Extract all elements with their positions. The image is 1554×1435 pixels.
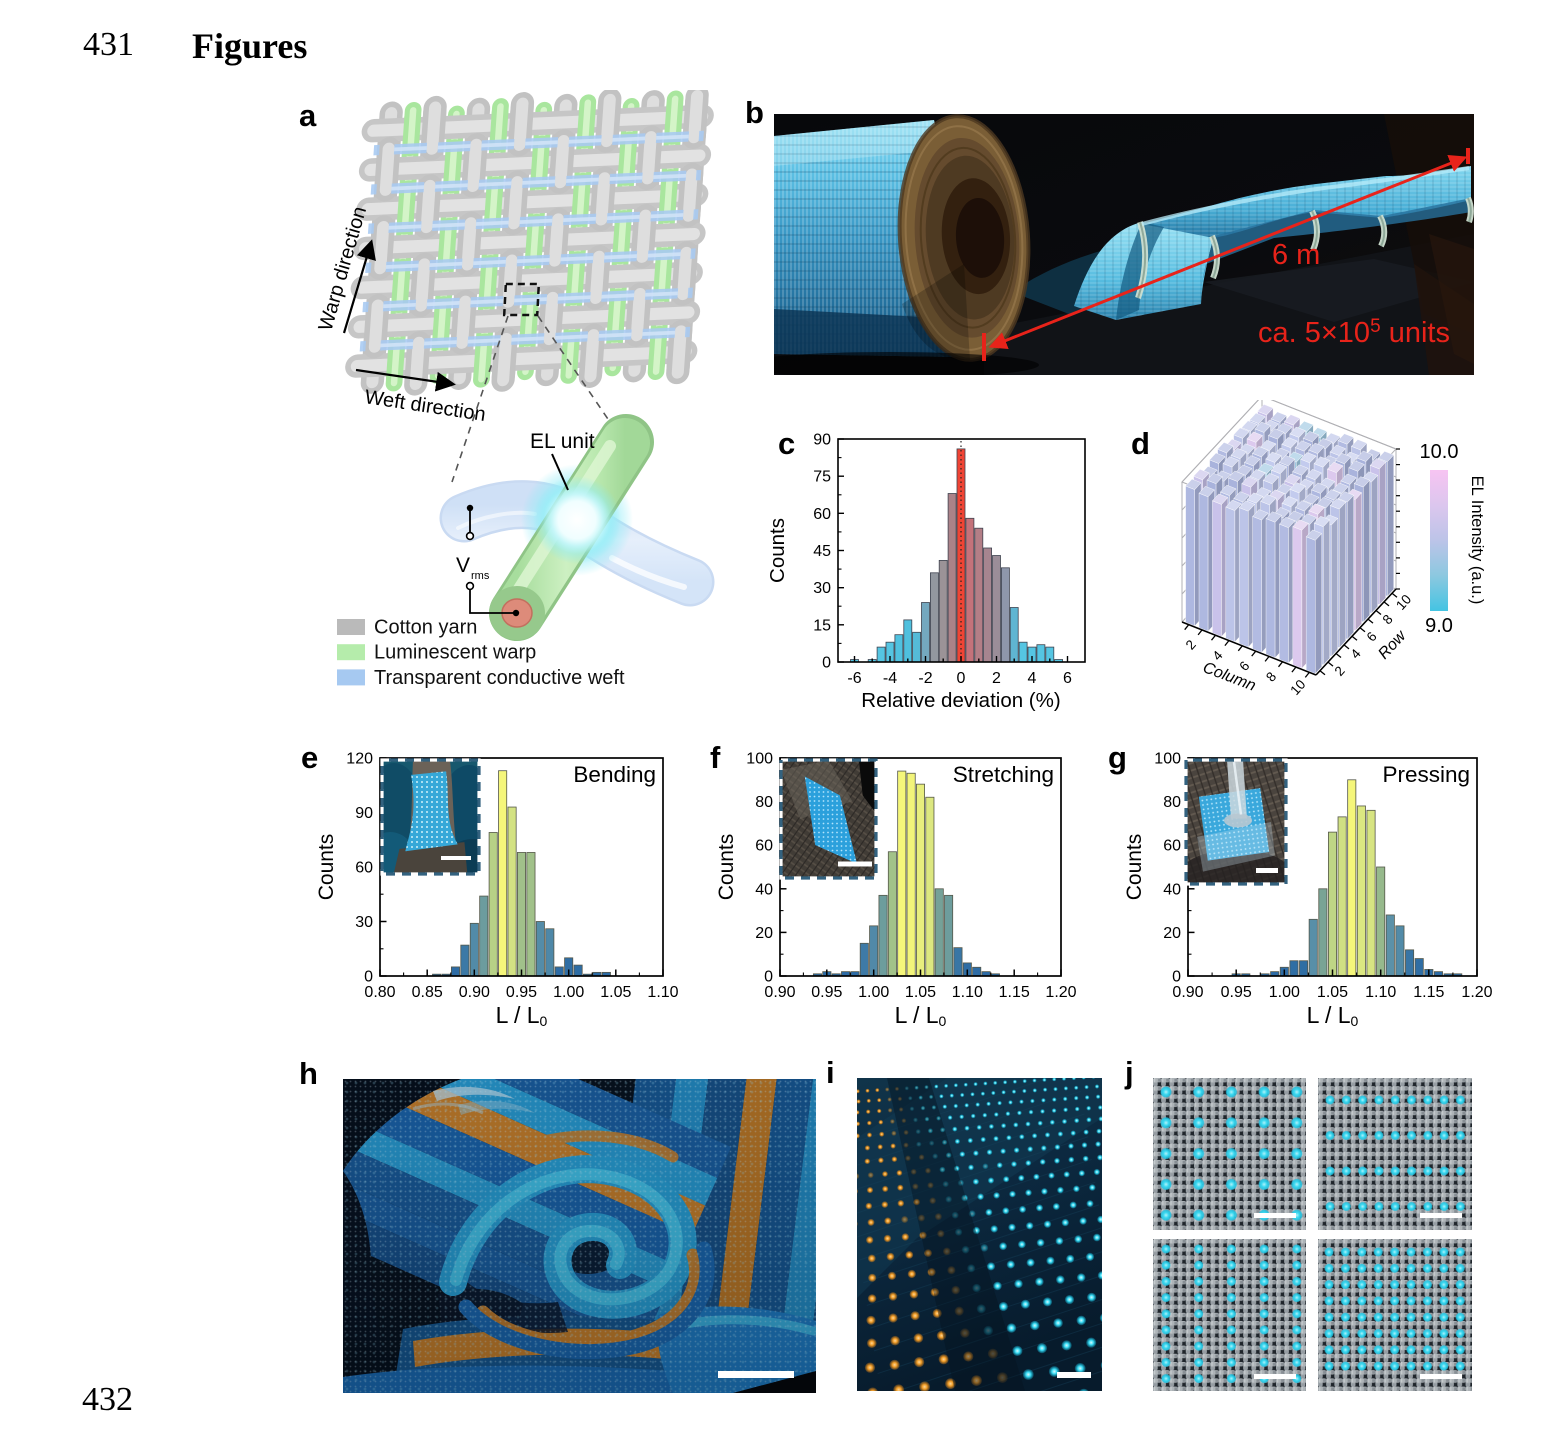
svg-text:-6: -6 (847, 670, 861, 687)
svg-text:-4: -4 (883, 670, 897, 687)
svg-text:80: 80 (1163, 794, 1181, 811)
svg-text:Weft direction: Weft direction (363, 386, 487, 426)
svg-text:EL unit: EL unit (530, 430, 595, 453)
svg-text:15: 15 (813, 617, 831, 634)
svg-text:6: 6 (1364, 629, 1380, 645)
svg-text:Counts: Counts (715, 834, 738, 901)
svg-text:Counts: Counts (766, 518, 789, 583)
svg-text:10.0: 10.0 (1420, 441, 1459, 463)
svg-text:0.90: 0.90 (764, 984, 795, 1001)
svg-text:20: 20 (755, 925, 773, 942)
svg-text:Stretching: Stretching (953, 762, 1054, 787)
svg-text:1.00: 1.00 (553, 984, 584, 1001)
svg-text:40: 40 (755, 881, 773, 898)
svg-text:9.0: 9.0 (1425, 615, 1453, 637)
svg-text:Row: Row (1375, 627, 1410, 663)
svg-text:0.90: 0.90 (459, 984, 490, 1001)
svg-text:L / L0: L / L0 (1307, 1002, 1359, 1029)
svg-text:1.00: 1.00 (1269, 984, 1300, 1001)
svg-text:0.90: 0.90 (1172, 984, 1203, 1001)
svg-text:6: 6 (1063, 670, 1072, 687)
svg-text:1.00: 1.00 (858, 984, 889, 1001)
svg-text:60: 60 (355, 860, 373, 877)
svg-text:Pressing: Pressing (1382, 762, 1470, 787)
svg-text:6 m: 6 m (1272, 239, 1320, 271)
svg-text:30: 30 (813, 580, 831, 597)
svg-text:40: 40 (1163, 881, 1181, 898)
svg-text:0: 0 (1172, 969, 1181, 986)
svg-text:45: 45 (813, 543, 831, 560)
svg-text:-2: -2 (918, 670, 932, 687)
svg-text:Bending: Bending (573, 762, 656, 787)
svg-text:60: 60 (813, 506, 831, 523)
svg-text:1.20: 1.20 (1045, 984, 1076, 1001)
svg-text:Transparent conductive weft: Transparent conductive weft (374, 667, 625, 689)
svg-text:100: 100 (746, 751, 773, 768)
svg-text:0: 0 (822, 655, 831, 672)
svg-text:10: 10 (1393, 592, 1414, 613)
svg-text:L / L0: L / L0 (895, 1002, 947, 1029)
svg-text:rms: rms (471, 570, 490, 582)
svg-text:2: 2 (1183, 637, 1199, 653)
svg-text:120: 120 (346, 751, 373, 768)
svg-text:1.05: 1.05 (905, 984, 936, 1001)
svg-text:0.95: 0.95 (506, 984, 537, 1001)
svg-text:100: 100 (1154, 751, 1181, 768)
svg-text:90: 90 (355, 805, 373, 822)
svg-text:1.10: 1.10 (647, 984, 678, 1001)
svg-text:L / L0: L / L0 (496, 1002, 548, 1029)
svg-text:0: 0 (764, 969, 773, 986)
svg-text:90: 90 (813, 432, 831, 449)
svg-text:0.85: 0.85 (412, 984, 443, 1001)
svg-text:1.15: 1.15 (1413, 984, 1444, 1001)
svg-text:1.15: 1.15 (999, 984, 1030, 1001)
svg-text:8: 8 (1263, 669, 1279, 685)
svg-text:80: 80 (755, 794, 773, 811)
svg-text:2: 2 (992, 670, 1001, 687)
svg-text:1.05: 1.05 (600, 984, 631, 1001)
svg-text:0.95: 0.95 (1221, 984, 1252, 1001)
svg-text:0: 0 (957, 670, 966, 687)
svg-text:0.80: 0.80 (364, 984, 395, 1001)
svg-text:1.10: 1.10 (1365, 984, 1396, 1001)
svg-text:8: 8 (1380, 612, 1396, 628)
svg-text:Counts: Counts (315, 834, 338, 901)
svg-text:Luminescent warp: Luminescent warp (374, 642, 536, 664)
svg-text:60: 60 (1163, 838, 1181, 855)
svg-text:20: 20 (1163, 925, 1181, 942)
svg-text:2: 2 (1332, 663, 1348, 679)
svg-text:30: 30 (355, 914, 373, 931)
svg-text:4: 4 (1348, 646, 1365, 662)
svg-text:0: 0 (364, 969, 373, 986)
svg-text:EL Intensity (a.u.): EL Intensity (a.u.) (1468, 476, 1486, 605)
svg-text:ca. 5×105 units: ca. 5×105 units (1258, 316, 1450, 349)
svg-text:75: 75 (813, 469, 831, 486)
svg-text:4: 4 (1028, 670, 1037, 687)
svg-text:Relative deviation (%): Relative deviation (%) (861, 689, 1060, 712)
svg-text:0.95: 0.95 (811, 984, 842, 1001)
svg-text:10: 10 (1287, 677, 1308, 698)
svg-text:Counts: Counts (1123, 834, 1146, 901)
svg-text:1.20: 1.20 (1461, 984, 1492, 1001)
svg-text:Column: Column (1200, 659, 1258, 695)
svg-text:V: V (456, 554, 470, 577)
svg-text:1.05: 1.05 (1317, 984, 1348, 1001)
svg-text:Cotton yarn: Cotton yarn (374, 617, 477, 639)
svg-text:1.10: 1.10 (952, 984, 983, 1001)
svg-text:60: 60 (755, 838, 773, 855)
